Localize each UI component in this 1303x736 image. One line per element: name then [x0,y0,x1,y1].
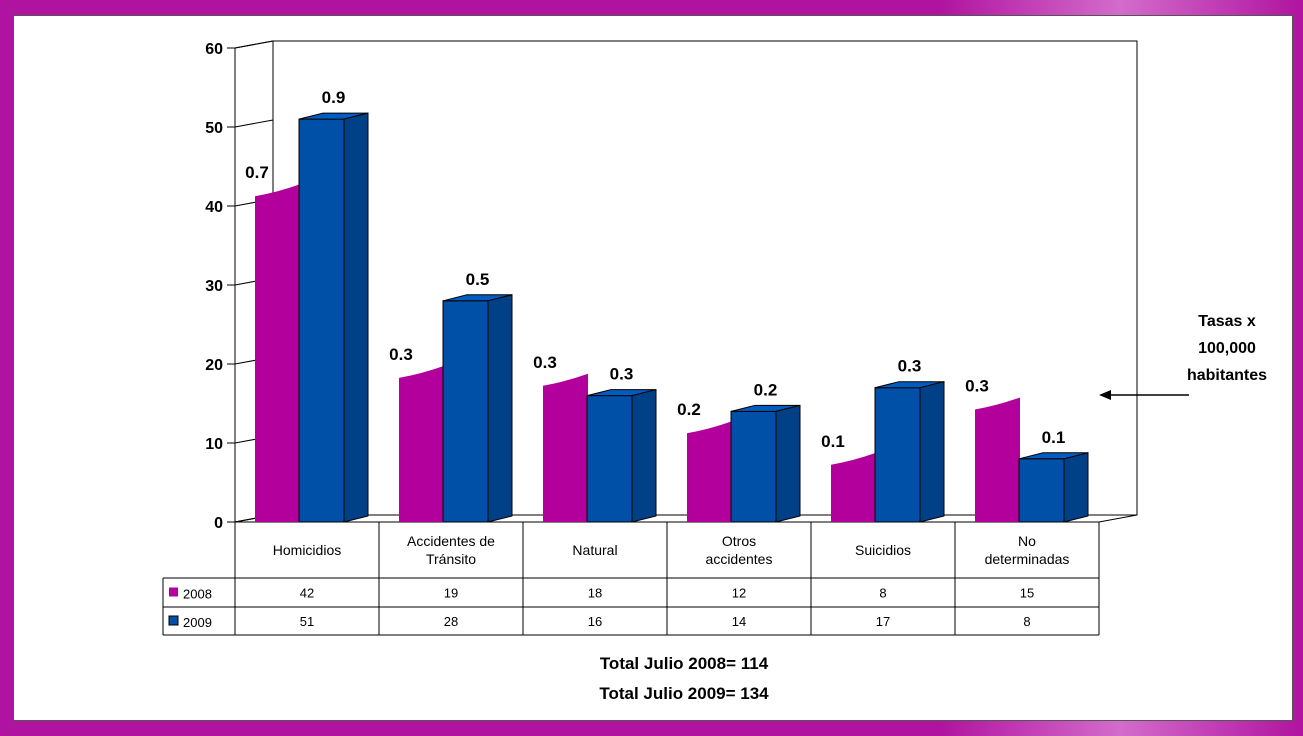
y-tick-label: 30 [205,278,223,295]
footer-total: Total Julio 2008= 114 [600,654,769,673]
legend-label-2008: 2008 [183,587,212,602]
bar-2008 [543,373,588,522]
y-tick-label: 50 [205,120,223,137]
table-cell: 8 [879,586,886,601]
table-cell: 51 [300,614,314,629]
chart-panel: 0 10 20 30 40 50 60 0.7 0.9 0.3 0.5 0.3 0.3 0.2 0.2 0.1… [13,15,1293,721]
category-label: Homicidios [273,542,341,558]
y-tick-depth [234,40,274,49]
bar-2009-side [343,112,369,523]
y-tick-label: 0 [214,515,223,532]
data-label-2009: 0.2 [754,380,778,399]
bar-2008 [255,184,300,522]
data-label-2008: 0.1 [821,432,845,451]
annotation-arrowhead [1099,390,1111,400]
data-label-2009: 0.9 [322,88,346,107]
y-tick-label: 40 [205,199,223,216]
bar-2009 [298,118,345,523]
data-label-2009: 0.3 [610,365,634,384]
data-label-2008: 0.7 [245,163,269,182]
bar-2009 [1018,458,1065,523]
data-label-2008: 0.3 [389,345,413,364]
bar-2009 [586,395,633,523]
annotation-text: Tasas x [1198,313,1256,330]
y-tick-label: 60 [205,41,223,58]
category-label: Suicidios [855,542,911,558]
bar-2008 [687,421,732,522]
data-label-2008: 0.3 [965,377,989,396]
y-tick-label: 10 [205,436,223,453]
bar-2009-side [919,381,945,523]
table-cell: 19 [444,586,458,601]
table-cell: 17 [876,614,890,629]
data-label-2009: 0.5 [466,270,490,289]
annotation-text: 100,000 [1198,340,1256,357]
y-tick-label: 20 [205,357,223,374]
legend-swatch-2009 [168,615,179,626]
y-tick-depth [234,119,274,128]
legend-swatch-2008 [169,587,178,597]
data-label-2008: 0.2 [677,400,701,419]
table-cell: 42 [300,586,314,601]
bar-2009-side [1063,452,1089,523]
bar-2008 [399,365,444,522]
bar-2009-side [487,294,513,523]
bar-2009 [442,300,489,523]
data-label-2009: 0.1 [1042,428,1066,447]
category-label: Tránsito [426,551,476,567]
table-cell: 28 [444,614,458,629]
legend-label-2009: 2009 [183,615,212,630]
annotation-text: habitantes [1187,367,1267,384]
category-label: No [1018,533,1036,549]
category-label: accidentes [706,551,773,567]
data-label-2009: 0.3 [898,357,922,376]
bar-2009-side [775,404,801,523]
category-label: Otros [722,533,756,549]
data-label-2008: 0.3 [533,353,557,372]
table-cell: 18 [588,586,602,601]
table-cell: 14 [732,614,746,629]
table-cell: 8 [1023,614,1030,629]
category-label: Natural [572,542,617,558]
category-label: determinadas [985,551,1070,567]
bar-2009 [730,410,777,523]
footer-total: Total Julio 2009= 134 [599,684,769,703]
bar-2009 [874,387,921,523]
bar-chart: 0 10 20 30 40 50 60 0.7 0.9 0.3 0.5 0.3 0.3 0.2 0.2 0.1… [162,40,1267,703]
bar-2008 [975,397,1020,522]
bar-2009-side [631,388,657,523]
table-cell: 12 [732,586,746,601]
table-cell: 16 [588,614,602,629]
category-label: Accidentes de [407,533,495,549]
table-cell: 15 [1020,586,1034,601]
bar-2008 [831,452,876,522]
